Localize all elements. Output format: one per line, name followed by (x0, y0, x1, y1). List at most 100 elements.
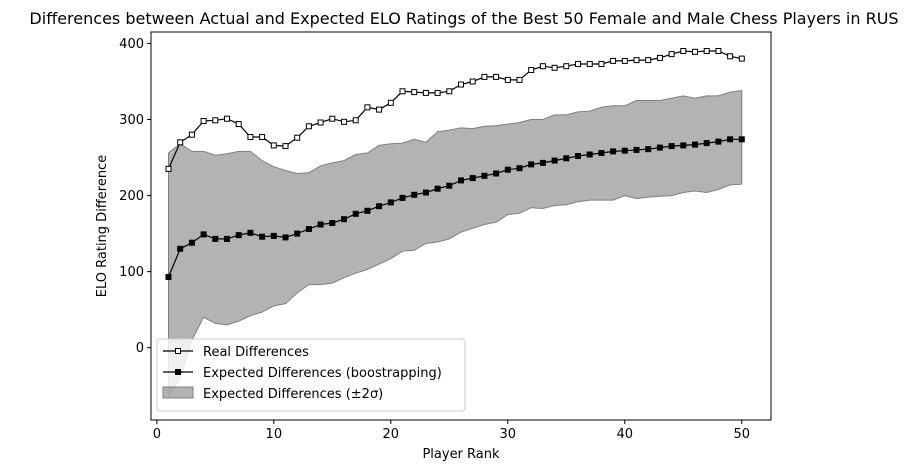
expected-differences-point (621, 147, 628, 154)
plot-frame (150, 31, 772, 421)
real-differences-point (247, 134, 254, 140)
real-differences-point (387, 99, 394, 106)
sigma-band-layer (168, 90, 743, 399)
real-differences-point (715, 48, 722, 54)
real-differences-point (539, 63, 546, 70)
sigma-band (168, 90, 743, 399)
legend-expected-marker (175, 369, 181, 375)
expected-differences-point (446, 182, 453, 189)
expected-differences-point (469, 175, 476, 182)
real-differences-point (270, 142, 277, 149)
series-layer (165, 48, 745, 280)
expected-differences-point (247, 229, 254, 236)
real-differences-point (188, 131, 195, 138)
real-differences-point (317, 119, 324, 126)
y-tick-label: 100 (119, 265, 144, 280)
x-tick-label: 10 (266, 427, 283, 442)
expected-differences-point (668, 143, 675, 150)
real-differences-point (235, 121, 242, 128)
expected-differences-point (539, 159, 546, 166)
x-tick-label: 50 (733, 427, 750, 442)
expected-differences-point (434, 185, 441, 192)
expected-differences-point (656, 144, 663, 151)
expected-differences-point (317, 221, 324, 228)
real-differences-point (645, 57, 652, 64)
expected-differences-point (493, 170, 500, 177)
expected-differences-point (224, 235, 230, 242)
expected-differences-point (680, 142, 687, 149)
real-differences-point (224, 115, 230, 122)
expected-differences-point (177, 245, 184, 252)
real-differences-point (282, 143, 289, 150)
real-differences-point (200, 118, 207, 124)
expected-differences-point (399, 194, 406, 201)
expected-differences-point (305, 226, 312, 232)
y-tick-label: 300 (119, 113, 144, 128)
real-differences-point (598, 61, 605, 67)
real-differences-point (551, 64, 558, 71)
real-differences-point (493, 73, 500, 80)
legend-box (156, 338, 466, 412)
x-tick-label: 20 (383, 427, 400, 442)
expected-differences-point (282, 234, 289, 241)
y-tick-label: 0 (136, 341, 144, 356)
expected-differences-point (528, 161, 535, 168)
legend-real-label: Real Differences (203, 345, 309, 360)
x-tick-label: 0 (153, 427, 161, 442)
real-differences-point (177, 139, 184, 146)
expected-differences-point (341, 216, 347, 223)
legend-expected-label: Expected Differences (boostrapping) (203, 366, 442, 381)
plot-area (150, 31, 772, 421)
real-differences-point (703, 48, 710, 54)
real-differences-point (446, 88, 453, 95)
y-axis-label: ELO Rating Difference (95, 155, 110, 297)
expected-differences-point (422, 189, 429, 196)
real-differences-point (422, 89, 429, 96)
expected-differences-point (738, 136, 745, 143)
real-differences-point (376, 106, 383, 113)
real-differences-point (294, 134, 301, 141)
x-axis: 0 10 20 30 40 50 (153, 420, 750, 442)
expected-differences-point (259, 233, 266, 240)
real-differences-point (329, 115, 336, 122)
real-differences-point (469, 78, 476, 85)
x-tick-label: 40 (617, 427, 634, 442)
expected-differences-point (516, 165, 523, 172)
real-differences-point (411, 89, 418, 96)
expected-differences-point (727, 136, 734, 143)
real-differences-point (458, 81, 464, 88)
expected-differences-point (270, 232, 277, 239)
legend-band-swatch (162, 386, 194, 399)
real-differences-point (680, 48, 687, 54)
real-differences-point (633, 57, 640, 64)
expected-differences-point (200, 231, 207, 238)
real-differences-point (586, 61, 593, 67)
expected-differences-point (411, 191, 418, 198)
real-differences-point (364, 104, 371, 111)
y-axis: 0 100 200 300 400 (119, 37, 151, 356)
real-differences-point (341, 118, 347, 125)
expected-differences-point (387, 199, 394, 206)
expected-differences-point (294, 230, 301, 237)
real-differences-point (352, 117, 359, 124)
real-differences-point (610, 57, 617, 64)
real-differences-point (434, 89, 441, 96)
real-differences-point (504, 76, 511, 83)
expected-differences-point (165, 274, 172, 280)
real-differences-point (259, 134, 266, 140)
legend: Real Differences Expected Differences (b… (156, 338, 466, 412)
expected-differences-point (235, 232, 242, 239)
real-differences-point (212, 117, 219, 124)
expected-differences-point (329, 220, 336, 226)
expected-differences-point (551, 157, 558, 164)
expected-differences-point (364, 207, 371, 214)
real-differences-point (399, 88, 406, 95)
real-differences-point (656, 54, 663, 61)
expected-differences-point (598, 150, 605, 156)
y-tick-label: 400 (119, 37, 144, 52)
real-differences-point (481, 73, 488, 80)
real-differences-point (621, 57, 628, 64)
expected-differences-point (692, 141, 698, 148)
expected-differences-point (645, 146, 652, 153)
